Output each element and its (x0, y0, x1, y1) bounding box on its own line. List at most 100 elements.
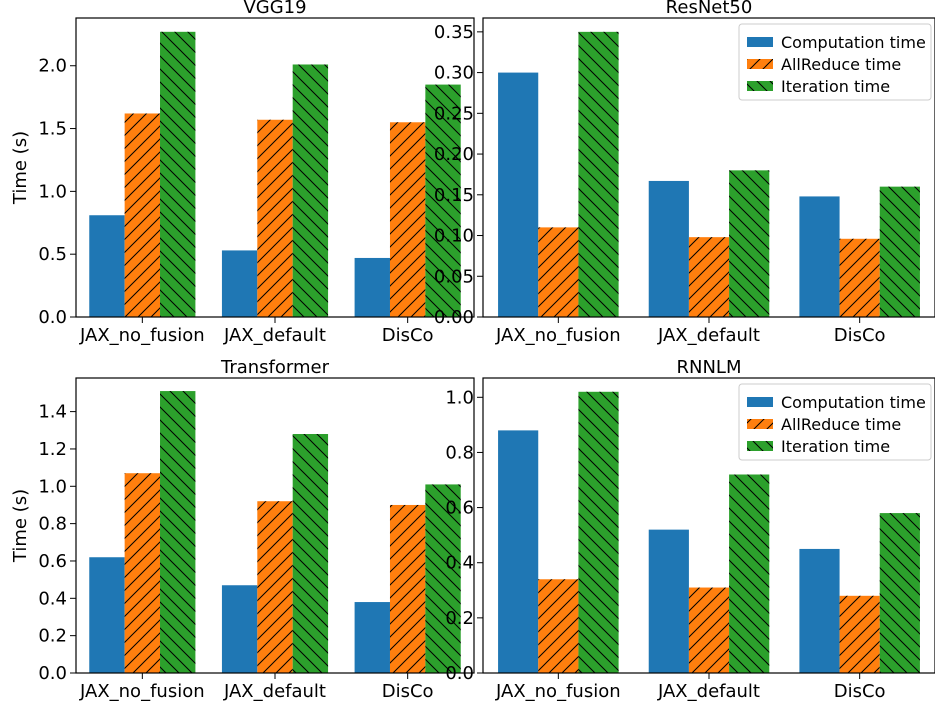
chart-panel-3: 0.0 0.2 0.4 0.6 0.8 1.0 1.2 1.4 JAX_no_fusion JAX… (10, 357, 475, 702)
bar-computation-3 (799, 548, 840, 673)
y-tick-label: 1.4 (38, 402, 67, 423)
bar-iteration-2 (292, 434, 329, 673)
y-tick-label: 1.0 (38, 181, 67, 202)
bar-allreduce-2 (257, 501, 293, 673)
x-tick-label: JAX_no_fusion (79, 325, 205, 346)
bar-allreduce-1 (538, 579, 579, 673)
bar-allreduce-1 (124, 473, 161, 673)
bar-computation-1 (498, 430, 539, 673)
y-tick-label: 0.15 (434, 185, 474, 206)
bar-computation-3 (354, 602, 390, 673)
x-tick-label: JAX_no_fusion (495, 325, 621, 346)
chart-title: ResNet50 (666, 0, 753, 18)
x-tick-label: DisCo (834, 325, 886, 346)
bar-computation-2 (221, 250, 258, 317)
y-tick-label: 1.5 (38, 119, 67, 140)
y-tick-label: 0.6 (445, 498, 474, 519)
y-tick-label: 0.35 (434, 22, 474, 43)
bar-iteration-1 (160, 31, 196, 317)
bar-iteration-1 (578, 31, 619, 318)
bar-computation-3 (354, 257, 390, 317)
x-tick-label: JAX_no_fusion (79, 681, 205, 702)
legend-swatch-iteration (747, 441, 773, 451)
y-tick-label: 0.0 (38, 307, 67, 328)
x-tick-label: JAX_default (657, 681, 760, 702)
legend: Computation time AllReduce time Iteration … (738, 23, 932, 101)
y-axis-label: Time (s) (10, 131, 31, 205)
legend-label-iteration: Iteration time (781, 77, 890, 96)
y-tick-label: 0.10 (434, 226, 474, 247)
y-tick-label: 0.4 (445, 553, 474, 574)
legend-label-computation: Computation time (781, 393, 926, 412)
y-tick-label: 0.0 (445, 663, 474, 684)
chart-title: VGG19 (243, 0, 306, 18)
bar-allreduce-2 (688, 237, 730, 317)
legend-label-iteration: Iteration time (781, 437, 890, 456)
y-tick-label: 2.0 (38, 56, 67, 77)
bar-computation-2 (648, 529, 689, 673)
bar-computation-1 (89, 557, 125, 673)
bar-computation-2 (221, 585, 258, 673)
y-tick-label: 0.4 (38, 588, 67, 609)
y-tick-label: 0.25 (434, 103, 474, 124)
bar-allreduce-1 (124, 113, 161, 317)
bar-computation-1 (498, 72, 539, 317)
y-tick-label: 1.2 (38, 439, 67, 460)
y-tick-label: 1.0 (38, 476, 67, 497)
y-tick-label: 1.0 (445, 387, 474, 408)
bar-computation-3 (799, 196, 840, 317)
y-tick-label: 0.8 (38, 514, 67, 535)
chart-panel-4: 0.0 0.2 0.4 0.6 0.8 1.0 JAX_no_fusion JAX_defau… (445, 357, 935, 702)
y-tick-label: 0.5 (38, 244, 67, 265)
x-tick-label: DisCo (382, 681, 434, 702)
x-tick-label: JAX_default (223, 325, 326, 346)
y-axis-label: Time (s) (10, 489, 31, 563)
y-tick-label: 0.30 (434, 63, 474, 84)
chart-panel-2: 0.00 0.05 0.10 0.15 0.20 0.25 0.30 0.35 JAX_no_f… (434, 0, 935, 346)
y-tick-label: 0.8 (445, 442, 474, 463)
y-tick-label: 0.6 (38, 551, 67, 572)
y-tick-label: 0.00 (434, 307, 474, 328)
y-tick-label: 0.20 (434, 144, 474, 165)
y-tick-label: 0.0 (38, 663, 67, 684)
y-tick-label: 0.2 (445, 608, 474, 629)
bar-iteration-1 (578, 391, 619, 673)
bar-iteration-2 (292, 64, 329, 318)
bar-computation-1 (89, 215, 125, 317)
legend-swatch-allreduce (747, 419, 773, 429)
bar-iteration-3 (879, 186, 920, 317)
legend: Computation time AllReduce time Iteration … (738, 383, 932, 461)
bar-allreduce-3 (839, 595, 880, 673)
bar-iteration-3 (425, 84, 461, 317)
x-tick-label: JAX_no_fusion (495, 681, 621, 702)
legend-label-computation: Computation time (781, 33, 926, 52)
legend-swatch-allreduce (747, 59, 773, 69)
legend-swatch-computation (747, 397, 773, 407)
bar-allreduce-3 (389, 504, 426, 673)
bar-allreduce-3 (389, 122, 426, 318)
x-tick-label: JAX_default (657, 325, 760, 346)
legend-label-allreduce: AllReduce time (781, 55, 901, 74)
legend-swatch-computation (747, 37, 773, 47)
bar-allreduce-1 (538, 227, 579, 317)
chart-title: RNNLM (677, 357, 742, 378)
bar-iteration-2 (729, 170, 770, 317)
bar-iteration-3 (879, 513, 920, 673)
bar-allreduce-2 (688, 587, 730, 673)
bar-iteration-3 (425, 484, 461, 673)
bar-iteration-2 (729, 474, 770, 673)
y-tick-label: 0.05 (434, 266, 474, 287)
x-tick-label: DisCo (834, 681, 886, 702)
chart-title: Transformer (220, 357, 330, 378)
x-tick-label: DisCo (382, 325, 434, 346)
bar-allreduce-2 (257, 119, 293, 318)
x-tick-label: JAX_default (223, 681, 326, 702)
y-tick-label: 0.2 (38, 626, 67, 647)
legend-swatch-iteration (747, 81, 773, 91)
bar-iteration-1 (160, 391, 196, 673)
bar-computation-2 (648, 180, 689, 317)
chart-panel-1: 0.0 0.5 1.0 1.5 2.0 JAX_no_fusion JAX_default D… (10, 0, 475, 346)
bar-allreduce-3 (839, 238, 880, 317)
legend-label-allreduce: AllReduce time (781, 415, 901, 434)
